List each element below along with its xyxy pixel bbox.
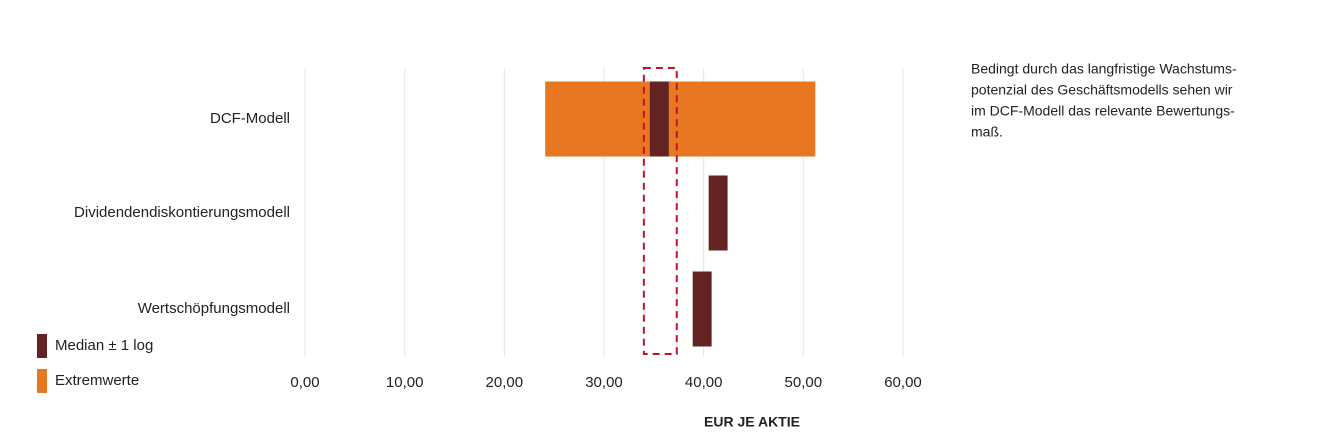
- x-tick-label: 0,00: [290, 374, 319, 391]
- annotation-line: maß.: [971, 124, 1003, 140]
- bar: [649, 81, 669, 157]
- y-tick-label: Wertschöpfungsmodell: [138, 300, 290, 317]
- annotation-line: Bedingt durch das langfristige Wachstums…: [971, 61, 1237, 77]
- x-tick-label: 30,00: [585, 374, 623, 391]
- legend-label: Median ± 1 log: [55, 337, 153, 354]
- bar: [708, 175, 728, 251]
- annotation-line: im DCF-Modell das relevante Bewertungs-: [971, 103, 1235, 119]
- legend-label: Extremwerte: [55, 372, 139, 389]
- y-tick-label: Dividendendiskontierungsmodell: [74, 204, 290, 221]
- x-tick-label: 60,00: [884, 374, 922, 391]
- x-tick-label: 50,00: [785, 374, 823, 391]
- highlight-box: [642, 67, 678, 355]
- x-tick-label: 10,00: [386, 374, 424, 391]
- x-axis-title: EUR JE AKTIE: [704, 414, 800, 430]
- bar: [692, 271, 712, 347]
- legend-swatch: [37, 334, 47, 358]
- x-tick-label: 20,00: [486, 374, 524, 391]
- annotation-line: potenzial des Geschäftsmodells sehen wir: [971, 82, 1233, 98]
- bar: [545, 81, 816, 157]
- x-tick-label: 40,00: [685, 374, 723, 391]
- legend-swatch: [37, 369, 47, 393]
- y-tick-label: DCF-Modell: [210, 110, 290, 127]
